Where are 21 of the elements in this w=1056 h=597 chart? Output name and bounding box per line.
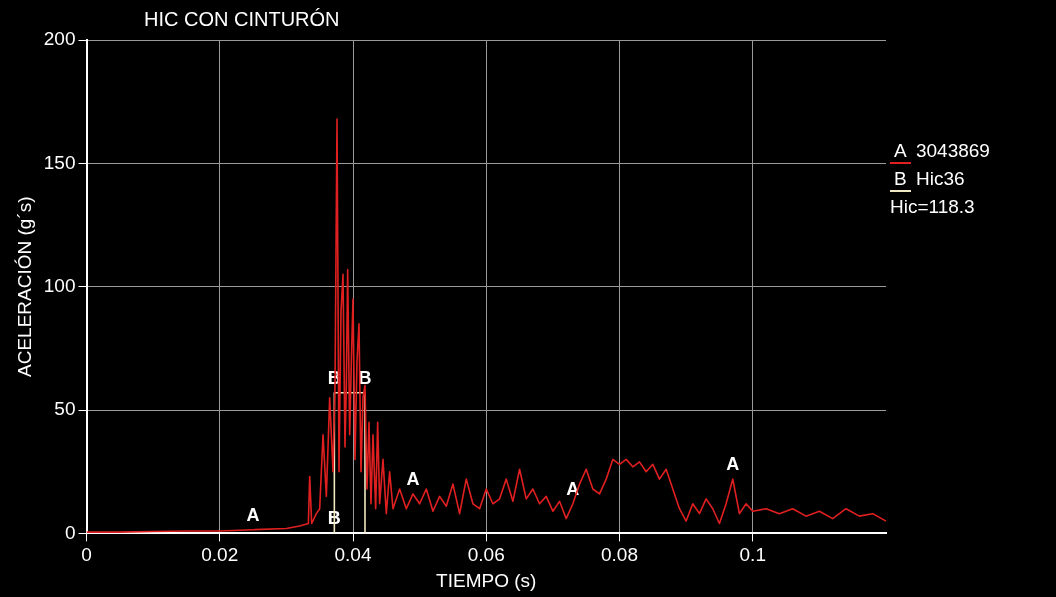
y-axis-title: ACELERACIÓN (g´s) xyxy=(13,196,35,377)
y-tick-label: 200 xyxy=(43,28,76,50)
chart-title: HIC CON CINTURÓN xyxy=(144,8,340,31)
x-tick-label: 0 xyxy=(81,544,92,566)
text: Hic=118.3 xyxy=(890,196,976,218)
annotation: B xyxy=(358,367,372,388)
x-axis-title: TIEMPO (s) xyxy=(436,569,537,591)
y-tick-label: 0 xyxy=(64,521,76,543)
x-tick-label: 0.04 xyxy=(334,544,372,566)
x-tick-label: 0.02 xyxy=(201,544,239,566)
y-tick-label: 50 xyxy=(54,398,76,420)
text: B Hic36 xyxy=(893,168,966,191)
x-tick-label: 0.08 xyxy=(601,544,638,566)
y-tick-label: 100 xyxy=(43,274,76,296)
annotation: A xyxy=(246,504,260,525)
x-tick-label: 0.06 xyxy=(467,544,505,566)
annotation: A xyxy=(406,468,420,489)
text: A 3043869 xyxy=(893,140,990,163)
annotation: A xyxy=(726,454,740,475)
y-tick-label: 150 xyxy=(43,151,76,173)
x-tick-label: 0.1 xyxy=(739,544,766,566)
